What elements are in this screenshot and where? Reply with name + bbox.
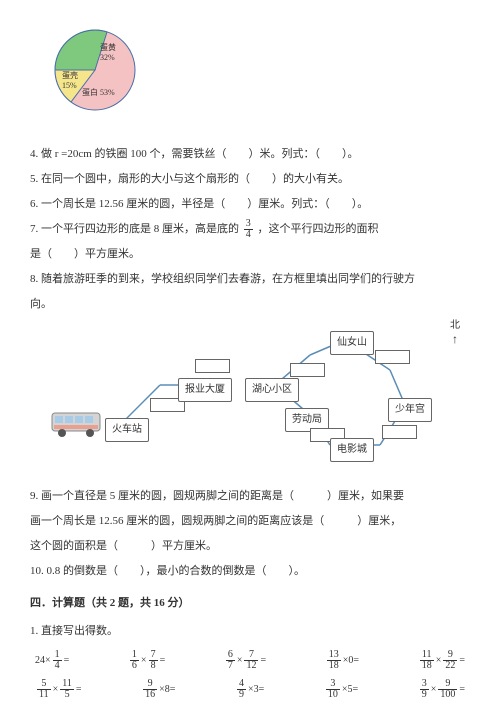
calc-row-1: 24×14= 16×78= 67×712= 1318×0= 1118×922= [30,650,470,671]
q7-fraction: 3 4 [244,219,253,240]
svg-text:15%: 15% [62,81,77,90]
pie-chart: 蛋壳 15% 蛋黄 32% 蛋白 53% [40,20,470,128]
empty-box-6 [382,425,417,439]
calc-title: 1. 直接写出得数。 [30,620,470,642]
node-huxin: 湖心小区 [245,378,299,402]
question-9b: 画一个周长是 12.56 厘米的圆，圆规两脚之间的距离应该是（ ）厘米， [30,510,470,532]
bus-icon [50,405,105,448]
calc-r2c5: 39×9100= [418,679,465,700]
north-indicator: 北 ↑ [450,320,460,346]
svg-text:蛋壳: 蛋壳 [62,70,78,80]
svg-text:32%: 32% [100,53,115,62]
node-baoye: 报业大厦 [178,378,232,402]
calc-r1c4: 1318×0= [325,650,359,671]
svg-text:蛋白 53%: 蛋白 53% [82,87,115,97]
empty-box-4 [375,350,410,364]
question-9a: 9. 画一个直径是 5 厘米的圆，圆规两脚之间的距离是（ ）厘米，如果要 [30,485,470,507]
question-8a: 8. 随着旅游旺季的到来，学校组织同学们去春游，在方框里填出同学们的行驶方 [30,268,470,290]
calc-r2c2: 916×8= [141,679,175,700]
node-huoche: 火车站 [105,418,149,442]
empty-box-3 [290,363,325,377]
calc-r2c4: 310×5= [324,679,358,700]
calc-r1c2: 16×78= [128,650,165,671]
calc-r1c1: 24×14= [35,650,69,671]
question-4: 4. 做 r =20cm 的铁圈 100 个，需要铁丝（ ）米。列式：（ ）。 [30,143,470,165]
calc-r1c5: 1118×922= [418,650,465,671]
node-dianyingcheng: 电影城 [330,438,374,462]
question-5: 5. 在同一个圆中，扇形的大小与这个扇形的（ ）的大小有关。 [30,168,470,190]
question-10: 10. 0.8 的倒数是（ ），最小的合数的倒数是（ ）。 [30,560,470,582]
calc-row-2: 511×115= 916×8= 49×3= 310×5= 39×9100= [30,679,470,700]
question-7: 7. 一个平行四边形的底是 8 厘米，高是底的 3 4 ，这个平行四边形的面积 [30,218,470,240]
calc-r1c3: 67×712= [224,650,266,671]
svg-text:蛋黄: 蛋黄 [100,42,116,52]
question-6: 6. 一个周长是 12.56 厘米的圆，半径是（ ）厘米。列式：（ ）。 [30,193,470,215]
empty-box-2 [195,359,230,373]
question-7c: 是（ ）平方厘米。 [30,243,470,265]
node-xiannv: 仙女山 [330,331,374,355]
calc-r2c1: 511×115= [35,679,82,700]
route-diagram: 北 ↑ 火车站 报业大厦 湖心小区 仙女山 劳动局 少 [50,325,450,475]
question-9c: 这个圆的面积是（ ）平方厘米。 [30,535,470,557]
q7-text-b: ，这个平行四边形的面积 [258,223,379,235]
question-8b: 向。 [30,293,470,315]
calc-r2c3: 49×3= [235,679,264,700]
node-shaoniangong: 少年宫 [388,398,432,422]
section-4-title: 四．计算题（共 2 题，共 16 分） [30,594,470,614]
q7-text-a: 7. 一个平行四边形的底是 8 厘米，高是底的 [30,223,239,235]
